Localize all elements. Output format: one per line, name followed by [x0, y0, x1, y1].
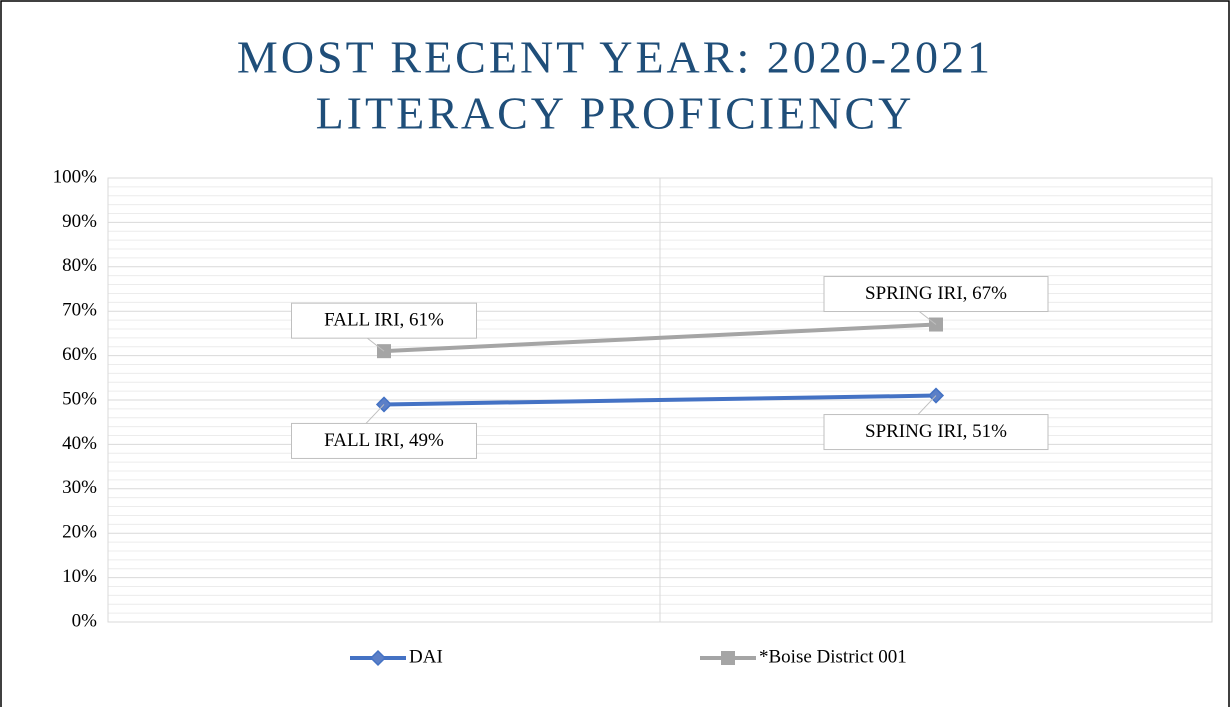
legend-label: *Boise District 001	[759, 646, 907, 667]
y-tick-label: 10%	[62, 566, 97, 587]
y-tick-label: 90%	[62, 211, 97, 232]
y-tick-label: 60%	[62, 344, 97, 365]
label-leader	[365, 336, 385, 352]
legend-marker	[369, 649, 387, 667]
y-tick-label: 30%	[62, 477, 97, 498]
data-label: FALL IRI, 61%	[324, 310, 444, 331]
series-line	[383, 393, 937, 407]
label-box	[291, 422, 477, 459]
y-tick-label: 70%	[62, 300, 97, 321]
y-tick-label: 0%	[72, 610, 98, 631]
data-label: FALL IRI, 49%	[324, 430, 444, 451]
label-leader	[917, 395, 937, 415]
legend-label: DAI	[409, 646, 443, 667]
y-tick-label: 50%	[62, 388, 97, 409]
y-tick-label: 100%	[53, 166, 98, 187]
data-label: SPRING IRI, 51%	[865, 421, 1007, 442]
label-box	[823, 414, 1049, 451]
plot-border	[107, 177, 1213, 623]
y-tick-label: 20%	[62, 522, 97, 543]
series-line	[383, 322, 937, 354]
chart-title: LITERACY PROFICIENCY	[316, 88, 915, 139]
label-leader	[365, 404, 385, 424]
data-label: SPRING IRI, 67%	[865, 283, 1007, 304]
label-box	[823, 276, 1049, 313]
legend-marker	[721, 651, 735, 665]
label-leader	[917, 310, 937, 325]
chart-title: MOST RECENT YEAR: 2020-2021	[237, 32, 993, 83]
y-tick-label: 40%	[62, 433, 97, 454]
label-box	[291, 302, 477, 339]
y-tick-label: 80%	[62, 255, 97, 276]
